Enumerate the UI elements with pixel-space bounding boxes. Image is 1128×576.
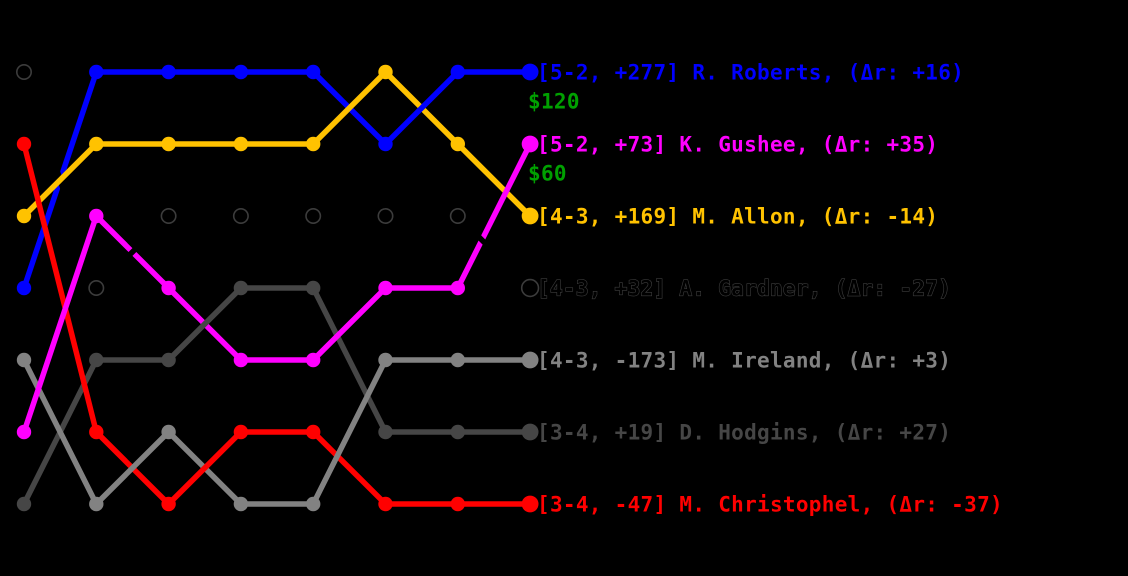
round-7-segments <box>455 69 533 507</box>
series-label-m-christophel: [3-4, -47] M. Christophel, (Δr: -37) <box>537 493 1003 517</box>
series-dot-r-roberts-round-5 <box>378 136 393 152</box>
series-dot-d-hodgins-round-0 <box>16 496 32 512</box>
series-dot-m-allon-round-2 <box>161 136 176 152</box>
series-markers-m-christophel <box>16 136 539 513</box>
series-dot-a-gardner-round-1 <box>88 279 105 296</box>
series-segment-m-christophel <box>310 429 389 507</box>
series-dot-k-gushee-round-1 <box>89 208 104 224</box>
series-segment-a-gardner <box>455 213 533 291</box>
round-2-segments <box>93 69 172 507</box>
series-dot-m-ireland-round-5 <box>378 352 393 368</box>
prize-label-r-roberts: $120 <box>528 90 580 114</box>
series-dot-m-christophel-round-6 <box>450 496 465 512</box>
series-label-d-hodgins: [3-4, +19] D. Hodgins, (Δr: +27) <box>537 421 951 445</box>
series-dot-m-ireland-round-1 <box>89 496 104 512</box>
series-segment-m-ireland <box>21 357 100 507</box>
series-dot-m-ireland-round-7 <box>521 351 539 369</box>
series-dot-m-christophel-round-5 <box>378 496 393 512</box>
series-dot-d-hodgins-round-4 <box>306 280 321 296</box>
series-label-m-allon: [4-3, +169] M. Allon, (Δr: -14) <box>537 205 938 229</box>
round-1-segments <box>21 69 100 507</box>
series-dot-d-hodgins-round-1 <box>89 352 104 368</box>
series-dot-m-christophel-round-3 <box>233 424 249 440</box>
series-dot-k-gushee-round-0 <box>16 424 32 440</box>
series-dot-r-roberts-round-6 <box>450 64 465 80</box>
series-dot-d-hodgins-round-3 <box>233 280 249 296</box>
series-dot-m-christophel-round-4 <box>306 424 321 440</box>
series-dot-d-hodgins-round-7 <box>521 423 539 441</box>
series-dot-m-christophel-round-0 <box>16 136 32 152</box>
series-dot-m-ireland-round-0 <box>16 352 32 368</box>
series-label-r-roberts: [5-2, +277] R. Roberts, (Δr: +16) <box>537 61 964 85</box>
series-dot-r-roberts-round-1 <box>89 64 104 80</box>
series-dot-m-allon-round-0 <box>16 208 32 224</box>
series-segment-m-christophel <box>165 429 244 507</box>
series-segment-m-allon <box>310 69 389 147</box>
series-segment-m-allon <box>455 141 533 219</box>
series-dot-k-gushee-round-2 <box>161 280 176 296</box>
series-dot-m-allon-round-6 <box>450 136 465 152</box>
series-dot-m-allon-round-5 <box>378 64 393 80</box>
series-dot-k-gushee-round-4 <box>306 352 321 368</box>
series-dot-m-christophel-round-7 <box>521 495 539 513</box>
series-dot-m-christophel-round-1 <box>89 424 104 440</box>
series-segment-a-gardner <box>93 213 172 291</box>
series-dot-a-gardner-round-0 <box>15 64 32 81</box>
series-label-k-gushee: [5-2, +73] K. Gushee, (Δr: +35) <box>537 133 938 157</box>
series-segment-m-allon <box>21 141 100 219</box>
series-dot-m-allon-round-3 <box>233 136 249 152</box>
series-segment-d-hodgins <box>310 285 389 435</box>
series-dot-k-gushee-round-6 <box>450 280 465 296</box>
series-segment-d-hodgins <box>165 285 244 363</box>
series-dot-a-gardner-round-5 <box>377 208 394 225</box>
series-markers-r-roberts <box>16 63 539 296</box>
round-5-segments <box>310 69 389 507</box>
series-markers-d-hodgins <box>16 280 539 512</box>
series-dot-m-ireland-round-6 <box>450 352 465 368</box>
series-dot-m-allon-round-4 <box>306 136 321 152</box>
series-markers-m-allon <box>16 64 539 225</box>
series-markers-a-gardner <box>15 64 540 298</box>
series-dot-m-ireland-round-3 <box>233 496 249 512</box>
series-dot-m-allon-round-1 <box>89 136 104 152</box>
series-dot-r-roberts-round-4 <box>306 64 321 80</box>
series-dot-a-gardner-round-6 <box>449 208 466 225</box>
series-dot-a-gardner-round-3 <box>232 208 249 225</box>
series-segment-k-gushee <box>21 213 100 435</box>
round-6-segments <box>382 69 461 507</box>
series-dot-a-gardner-round-7 <box>520 278 540 298</box>
series-dot-k-gushee-round-3 <box>233 352 249 368</box>
series-segment-r-roberts <box>382 69 461 147</box>
series-dot-r-roberts-round-3 <box>233 64 249 80</box>
series-dot-m-ireland-round-4 <box>306 496 321 512</box>
series-dot-m-ireland-round-2 <box>161 424 176 440</box>
prize-label-k-gushee: $60 <box>528 162 567 186</box>
round-3-segments <box>165 69 244 507</box>
series-dot-a-gardner-round-4 <box>305 208 322 225</box>
series-dot-m-christophel-round-2 <box>161 496 176 512</box>
series-dot-r-roberts-round-0 <box>16 280 32 296</box>
series-segment-k-gushee <box>310 285 389 363</box>
series-markers-k-gushee <box>16 135 539 440</box>
series-segment-m-ireland <box>93 429 172 507</box>
series-label-m-ireland: [4-3, -173] M. Ireland, (Δr: +3) <box>537 349 951 373</box>
series-markers-m-ireland <box>16 351 539 512</box>
series-label-a-gardner: [4-3, +32] A. Gardner, (Δr: -27) <box>537 277 951 301</box>
series-dot-d-hodgins-round-5 <box>378 424 393 440</box>
round-4-segments <box>238 69 316 507</box>
series-segment-m-christophel <box>21 141 100 435</box>
series-dot-d-hodgins-round-6 <box>450 424 465 440</box>
series-dot-k-gushee-round-5 <box>378 280 393 296</box>
series-dot-k-gushee-round-7 <box>521 135 539 153</box>
series-dot-m-allon-round-7 <box>521 207 539 225</box>
series-dot-d-hodgins-round-2 <box>161 352 176 368</box>
series-segment-m-ireland <box>310 357 389 507</box>
series-dot-r-roberts-round-7 <box>521 63 539 81</box>
series-dot-a-gardner-round-2 <box>160 208 177 225</box>
series-dot-r-roberts-round-2 <box>161 64 176 80</box>
series-segment-k-gushee <box>455 141 533 291</box>
